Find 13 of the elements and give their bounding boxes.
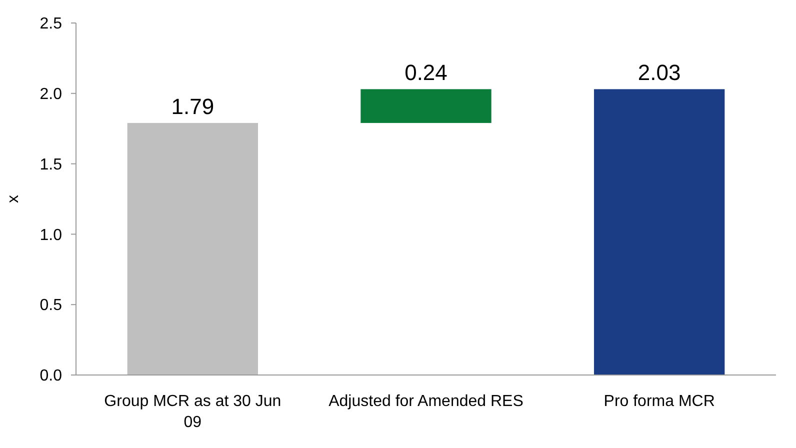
y-tick-label: 2.5 (40, 16, 62, 33)
y-axis-title: x (5, 195, 22, 203)
data-label: 2.03 (638, 60, 681, 86)
y-tick-label: 1.0 (40, 226, 62, 244)
x-tick-label: Group MCR as at 30 Jun 09 (104, 393, 282, 431)
x-tick-label: Pro forma MCR (604, 393, 715, 410)
data-label: 0.24 (404, 60, 448, 86)
data-label: 1.79 (171, 94, 214, 119)
y-tick-label: 1.5 (40, 156, 62, 174)
x-tick-label: Adjusted for Amended RES (328, 393, 524, 410)
y-tick-label: 0.0 (40, 368, 62, 385)
y-tick-label: 2.0 (40, 86, 62, 103)
y-tick-label: 0.5 (40, 297, 62, 314)
